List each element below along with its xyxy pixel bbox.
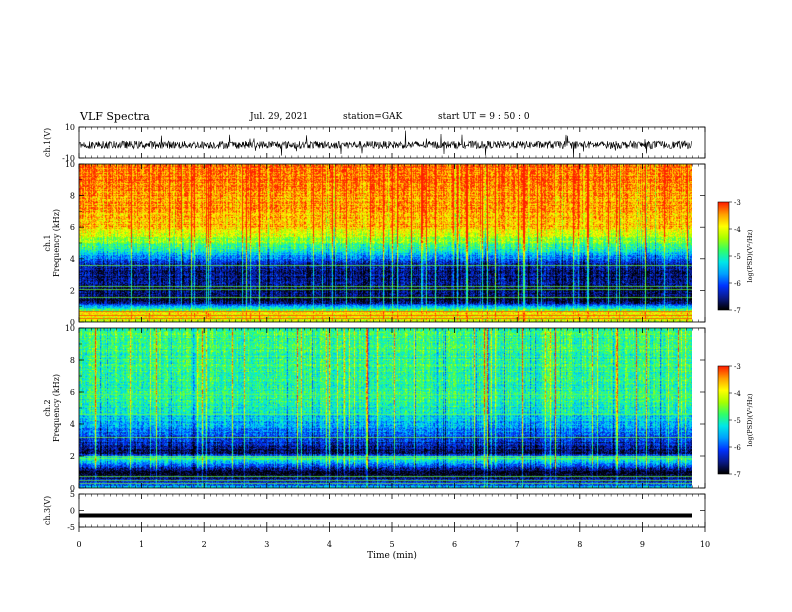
x-tick-label: 8	[577, 540, 582, 549]
ch2-spectrogram-ytick-label: 10	[65, 324, 75, 333]
x-tick-label: 1	[139, 540, 144, 549]
figure-title: VLF Spectra	[80, 110, 150, 123]
x-tick-label: 5	[389, 540, 394, 549]
ch1-spectrogram-ytick-label: 10	[65, 160, 75, 169]
ch1-spectrogram-ylabel-unit: Frequency (kHz)	[52, 209, 61, 277]
ch2-spectrogram-ytick-label: 6	[70, 388, 75, 397]
ch2-spectrogram-colorbar-tick-label: -4	[734, 390, 741, 398]
ch2-spectrogram-ytick-label: 0	[70, 484, 75, 493]
ch2-spectrogram-colorbar-tick-label: -3	[734, 363, 741, 371]
x-tick-label: 2	[202, 540, 207, 549]
ch2-spectrogram-ytick-label: 4	[70, 420, 75, 429]
ch2-spectrogram-colorbar-tick-label: -5	[734, 417, 741, 425]
x-tick-label: 10	[700, 540, 710, 549]
x-tick-label: 7	[515, 540, 520, 549]
ch1-spectrogram-image	[79, 164, 692, 322]
ch1-spectrogram-colorbar-tick-label: -6	[734, 280, 741, 288]
observation-date: Jul. 29, 2021	[250, 112, 309, 122]
ch1-waveform-ytick-label: -10	[62, 154, 75, 163]
ch1-spectrogram-ytick-label: 6	[70, 223, 75, 232]
spectrogram-layer	[79, 164, 729, 488]
ch3-waveform-ytick-label: 0	[70, 507, 75, 516]
ch1-waveform-ylabel: ch.1(V)	[43, 128, 52, 157]
ch3-waveform-ylabel: ch.3(V)	[43, 496, 52, 525]
ch1-spectrogram-ytick-label: 0	[70, 318, 75, 327]
waveform-layer	[78, 130, 693, 518]
ch1-spectrogram-colorbar-label: log(PSD)(V²/Hz)	[746, 229, 754, 282]
ch2-spectrogram-colorbar-label: log(PSD)(V²/Hz)	[746, 393, 754, 446]
ch2-spectrogram-ylabel-unit: Frequency (kHz)	[52, 374, 61, 442]
ch2-spectrogram-colorbar-tick-label: -7	[734, 471, 741, 479]
x-tick-label: 4	[327, 540, 332, 549]
x-tick-label: 6	[452, 540, 457, 549]
ch2-spectrogram-ytick-label: 2	[70, 452, 75, 461]
ch2-spectrogram-image	[79, 328, 692, 488]
ch3-waveform-ytick-label: -5	[67, 523, 75, 532]
ch1-trace	[78, 130, 693, 157]
x-tick-label: 9	[640, 540, 645, 549]
ch2-spectrogram-ylabel: ch.2	[43, 399, 52, 416]
station-label: station=GAK	[343, 112, 403, 122]
ch1-spectrogram-ytick-label: 4	[70, 255, 75, 264]
ch1-spectrogram-colorbar	[718, 202, 729, 310]
ch1-spectrogram-colorbar-tick-label: -5	[734, 253, 741, 261]
x-tick-label: 3	[264, 540, 269, 549]
ch3-waveform-ytick-label: 5	[70, 490, 75, 499]
ch1-spectrogram-colorbar-tick-label: -4	[734, 226, 741, 234]
axis-labels: -3 -4 -5 -6 -7 log(PSD)(V²/Hz) -3 -4 -5 -6 -7 log(P…	[43, 123, 754, 561]
ch2-spectrogram-colorbar	[718, 366, 729, 474]
ch2-spectrogram-ytick-label: 8	[70, 356, 75, 365]
ch1-spectrogram-colorbar-tick-label: -3	[734, 199, 741, 207]
ch1-waveform-ytick-label: 10	[65, 123, 75, 132]
ch1-spectrogram-ytick-label: 8	[70, 192, 75, 201]
ch1-spectrogram-ytick-label: 2	[70, 286, 75, 295]
ch1-spectrogram-ylabel: ch.1	[43, 234, 52, 251]
x-tick-label: 0	[76, 540, 81, 549]
start-time-label: start UT = 9 : 50 : 0	[438, 112, 530, 122]
axis-ticks	[78, 126, 732, 532]
x-axis-label: Time (min)	[367, 550, 417, 561]
ch2-spectrogram-colorbar-tick-label: -6	[734, 444, 741, 452]
ch1-spectrogram-colorbar-tick-label: -7	[734, 307, 741, 315]
